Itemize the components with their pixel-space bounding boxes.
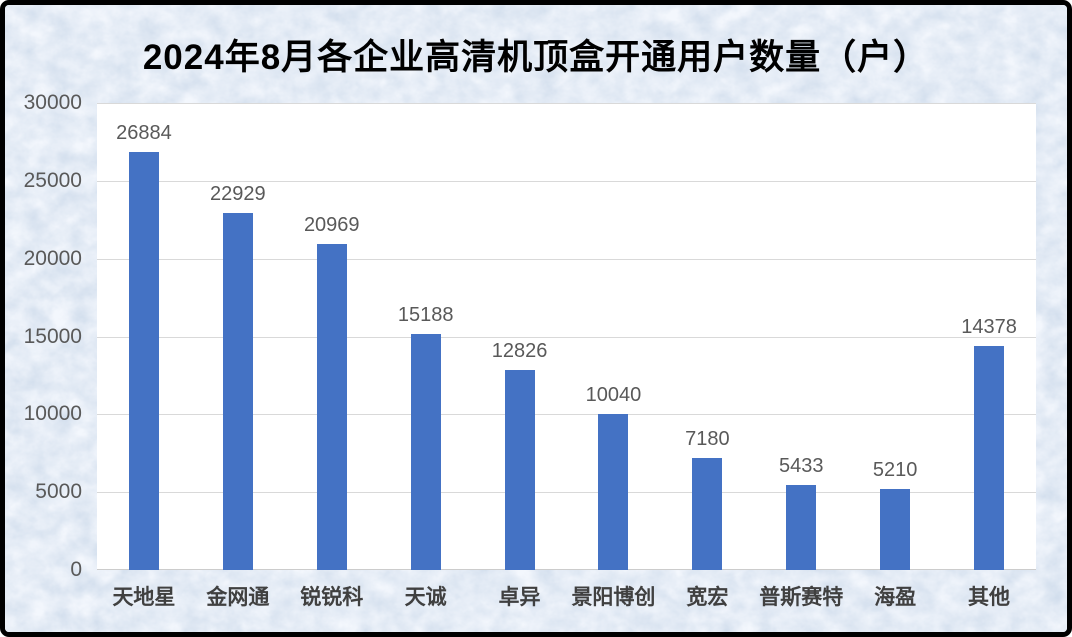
y-tick-label: 25000 bbox=[23, 168, 82, 192]
bar bbox=[786, 485, 817, 570]
bar-value-label: 12826 bbox=[491, 340, 548, 363]
gridline bbox=[97, 258, 1036, 260]
gridline bbox=[97, 180, 1036, 182]
chart-title: 2024年8月各企业高清机顶盒开通用户数量（户） bbox=[142, 38, 930, 77]
y-tick-label: 20000 bbox=[23, 246, 82, 270]
bar-value-label: 15188 bbox=[397, 303, 454, 326]
bar bbox=[974, 346, 1005, 570]
y-tick-label: 0 bbox=[70, 558, 82, 581]
bar-value-label: 10040 bbox=[585, 383, 642, 406]
x-tick-label: 景阳博创 bbox=[571, 586, 656, 609]
bar bbox=[504, 370, 535, 570]
y-tick-label: 5000 bbox=[35, 480, 82, 504]
x-tick-label: 卓异 bbox=[498, 586, 541, 609]
x-tick-label: 宽宏 bbox=[686, 586, 729, 609]
bar bbox=[316, 243, 347, 570]
bar-value-label: 26884 bbox=[116, 121, 172, 144]
gridline bbox=[97, 336, 1036, 338]
x-tick-label: 锐锐科 bbox=[300, 586, 364, 609]
gridline bbox=[97, 569, 1036, 570]
x-tick-label: 普斯赛特 bbox=[759, 586, 844, 609]
bar-value-label: 7180 bbox=[685, 428, 730, 451]
x-tick-label: 天地星 bbox=[112, 586, 176, 609]
plot-area bbox=[97, 103, 1036, 570]
x-tick-label: 天诚 bbox=[404, 586, 447, 609]
x-tick-label: 金网通 bbox=[206, 586, 270, 609]
bar bbox=[410, 333, 441, 570]
gridline bbox=[97, 103, 1036, 104]
bar-value-label: 14378 bbox=[961, 316, 1017, 339]
bar bbox=[222, 213, 253, 570]
gridline bbox=[97, 414, 1036, 416]
bar-value-label: 5433 bbox=[779, 455, 824, 478]
y-tick-label: 10000 bbox=[23, 402, 82, 426]
y-tick-label: 30000 bbox=[23, 91, 82, 114]
bar bbox=[128, 151, 159, 570]
bar bbox=[598, 413, 629, 570]
y-tick-label: 15000 bbox=[23, 324, 82, 348]
bar bbox=[692, 458, 723, 570]
gridline bbox=[97, 492, 1036, 494]
x-tick-label: 其他 bbox=[968, 586, 1011, 609]
bar-value-label: 5210 bbox=[872, 458, 918, 481]
bar bbox=[880, 488, 911, 570]
x-tick-label: 海盈 bbox=[874, 586, 917, 609]
bar-value-label: 20969 bbox=[303, 213, 360, 236]
bar-value-label: 22929 bbox=[210, 183, 266, 206]
